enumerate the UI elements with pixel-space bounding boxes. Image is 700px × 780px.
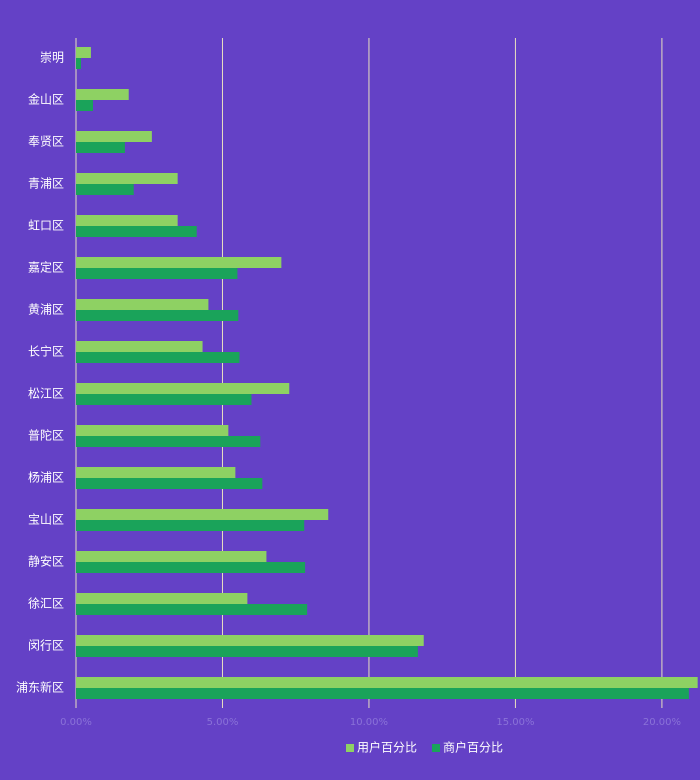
bar: [76, 47, 91, 58]
x-tick-label: 0.00%: [60, 717, 92, 728]
bar: [76, 257, 282, 268]
bar: [76, 142, 125, 153]
bar: [76, 562, 306, 573]
bar: [76, 688, 689, 699]
legend-swatch: [432, 744, 440, 752]
y-tick-label: 虹口区: [28, 219, 64, 233]
bar: [76, 425, 229, 436]
bar: [76, 520, 305, 531]
bar: [76, 58, 81, 69]
bar: [76, 394, 252, 405]
y-tick-label: 崇明: [40, 51, 64, 65]
legend-label: 商户百分比: [443, 740, 503, 755]
y-tick-label: 杨浦区: [28, 470, 64, 485]
y-tick-label: 嘉定区: [28, 260, 64, 275]
legend-swatch: [346, 744, 354, 752]
bar: [76, 646, 418, 657]
bar: [76, 268, 238, 279]
bar: [76, 131, 152, 142]
bar: [76, 184, 134, 195]
bar: [76, 436, 261, 447]
y-tick-label: 宝山区: [28, 513, 64, 527]
bar: [76, 478, 263, 489]
bar: [76, 604, 308, 615]
x-tick-label: 20.00%: [643, 717, 681, 728]
y-tick-label: 奉贤区: [28, 135, 64, 149]
bar: [76, 467, 236, 478]
y-tick-label: 松江区: [28, 387, 64, 401]
y-tick-label: 金山区: [28, 92, 64, 107]
y-tick-label: 闵行区: [28, 638, 64, 653]
y-tick-label: 普陀区: [28, 428, 64, 443]
y-tick-label: 徐汇区: [28, 596, 64, 611]
bar: [76, 299, 209, 310]
y-tick-label: 浦东新区: [16, 680, 64, 695]
bar: [76, 551, 267, 562]
x-tick-label: 5.00%: [207, 717, 239, 728]
y-tick-label: 长宁区: [28, 344, 64, 359]
y-tick-label: 黄浦区: [28, 303, 64, 317]
bar: [76, 509, 329, 520]
bar: [76, 215, 178, 226]
bar: [76, 677, 698, 688]
bar: [76, 635, 424, 646]
x-tick-label: 15.00%: [496, 717, 534, 728]
legend-label: 用户百分比: [357, 740, 417, 755]
bar: [76, 173, 178, 184]
bar: [76, 100, 93, 111]
x-tick-label: 10.00%: [350, 717, 388, 728]
y-tick-label: 青浦区: [28, 177, 64, 191]
bar: [76, 352, 240, 363]
bar: [76, 383, 290, 394]
bar: [76, 593, 248, 604]
bar: [76, 310, 239, 321]
bar: [76, 89, 129, 100]
bar: [76, 341, 203, 352]
y-tick-label: 静安区: [28, 554, 64, 569]
bar: [76, 226, 197, 237]
